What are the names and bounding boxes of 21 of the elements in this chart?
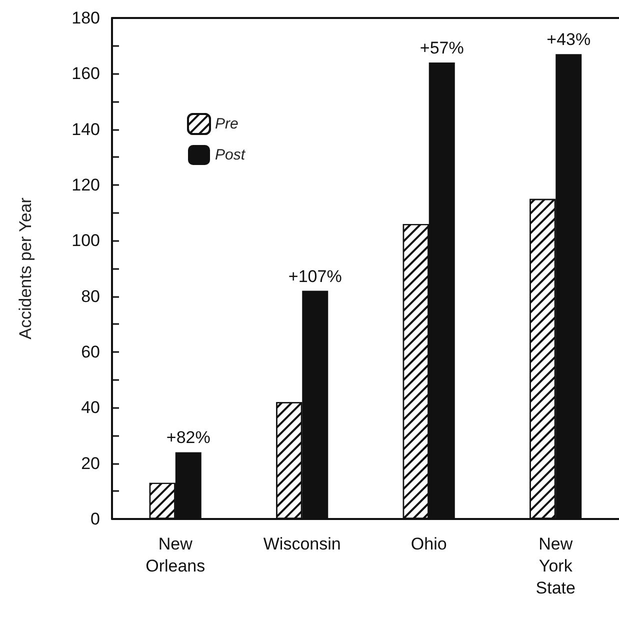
annotation: +107%	[288, 266, 342, 286]
annotation: +43%	[546, 30, 591, 50]
y-tick-label: 120	[72, 176, 100, 194]
legend-label: Post	[215, 146, 246, 164]
y-tick-label: 180	[72, 8, 100, 28]
y-tick-label: 160	[72, 64, 100, 84]
y-axis-title: Accidents per Year	[16, 197, 35, 340]
y-tick-label: 0	[90, 510, 100, 528]
x-tick-label: New York State	[536, 534, 576, 598]
x-tick-label: Wisconsin	[263, 534, 341, 554]
y-tick-label: 40	[81, 398, 100, 418]
y-tick-label: 60	[81, 342, 100, 362]
legend-label: Pre	[215, 116, 238, 132]
x-tick-label: New Orleans	[146, 534, 206, 576]
y-tick-label: 100	[72, 231, 100, 250]
y-tick-label: 140	[72, 120, 100, 139]
y-tick-label: 80	[81, 286, 100, 306]
annotation: +57%	[420, 38, 464, 58]
annotation: +82%	[166, 428, 210, 448]
y-tick-label: 20	[81, 454, 100, 473]
x-tick-label: Ohio	[410, 534, 447, 554]
